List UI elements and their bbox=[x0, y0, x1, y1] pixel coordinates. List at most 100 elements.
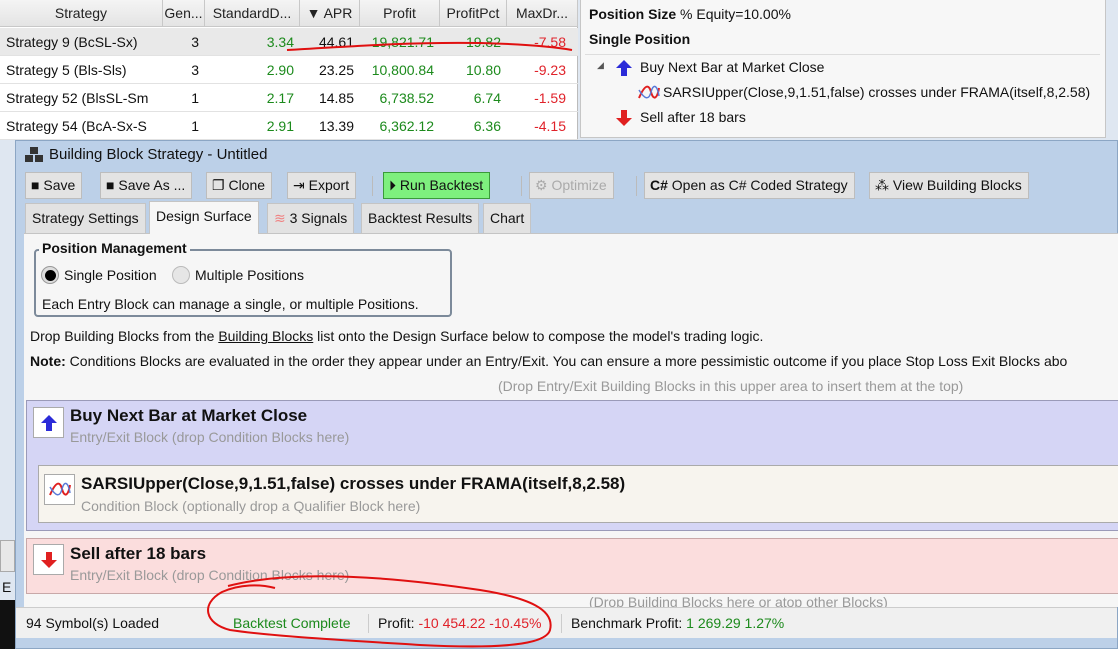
tab-design-surface[interactable]: Design Surface bbox=[149, 201, 259, 234]
strategy-summary-panel: Position Size % Equity=10.00% Single Pos… bbox=[580, 0, 1106, 138]
col-profitpct[interactable]: ProfitPct bbox=[440, 0, 507, 27]
cell-maxdd: -1.59 bbox=[534, 90, 566, 106]
tab-chart[interactable]: Chart bbox=[483, 203, 532, 234]
instructions: Drop Building Blocks from the Building B… bbox=[30, 328, 764, 344]
cell-gen: 1 bbox=[191, 90, 199, 106]
cell-gen: 3 bbox=[191, 62, 199, 78]
cell-maxdd: -4.15 bbox=[534, 118, 566, 134]
entry-block[interactable]: Buy Next Bar at Market Close Entry/Exit … bbox=[26, 400, 1118, 531]
cell-apr: 13.39 bbox=[318, 118, 354, 134]
drop-bottom-hint: (Drop Building Blocks here or atop other… bbox=[589, 594, 888, 607]
col-strategy[interactable]: Strategy bbox=[0, 0, 163, 27]
benchmark-readout: Benchmark Profit: 1 269.29 1.27% bbox=[571, 615, 785, 631]
radio-unchecked-icon bbox=[172, 266, 190, 284]
csharp-icon: C# bbox=[650, 177, 668, 193]
open-csharp-button[interactable]: C# Open as C# Coded Strategy bbox=[644, 172, 855, 199]
col-stddev[interactable]: StandardD... bbox=[205, 0, 300, 27]
export-icon: ⇥ bbox=[293, 177, 305, 193]
save-icon: ■ bbox=[31, 177, 40, 193]
background-scrollbar bbox=[0, 540, 15, 572]
cell-gen: 3 bbox=[191, 34, 199, 50]
building-block-window: Building Block Strategy - Untitled ■ Sav… bbox=[15, 140, 1118, 649]
crossover-icon bbox=[638, 85, 660, 99]
table-row[interactable]: Strategy 54 (BcA-Sx-S 1 2.91 13.39 6,362.12 6… bbox=[0, 112, 578, 140]
optimize-button[interactable]: ⚙ Optimize bbox=[529, 172, 614, 199]
radio-checked-icon bbox=[41, 266, 59, 284]
cell-std: 3.34 bbox=[266, 34, 294, 50]
cell-apr: 44.61 bbox=[318, 34, 354, 50]
collapse-icon[interactable]: ◢ bbox=[597, 60, 604, 70]
col-maxdd[interactable]: MaxDr... bbox=[507, 0, 578, 27]
exit-block[interactable]: Sell after 18 bars Entry/Exit Block (dro… bbox=[26, 538, 1118, 594]
position-hint: Each Entry Block can manage a single, or… bbox=[42, 296, 419, 312]
building-blocks-link[interactable]: Building Blocks bbox=[218, 328, 314, 344]
symbols-loaded: 94 Symbol(s) Loaded bbox=[26, 615, 160, 631]
arrow-up-icon bbox=[616, 60, 632, 76]
arrow-down-icon bbox=[33, 544, 64, 575]
tab-backtest-results[interactable]: Backtest Results bbox=[361, 203, 480, 234]
play-icon: ⏵ bbox=[389, 177, 396, 193]
exit-block-title: Sell after 18 bars bbox=[70, 544, 207, 563]
tree-exit[interactable]: Sell after 18 bars bbox=[640, 109, 746, 125]
col-profit[interactable]: Profit bbox=[360, 0, 440, 27]
cell-maxdd: -7.58 bbox=[534, 34, 566, 50]
cell-gen: 1 bbox=[191, 118, 199, 134]
col-apr[interactable]: ▼ APR bbox=[300, 0, 360, 27]
cell-profit: 10,800.84 bbox=[371, 62, 434, 78]
arrow-up-icon bbox=[33, 407, 64, 438]
single-position-radio[interactable]: Single Position bbox=[41, 266, 157, 284]
backtest-status: Backtest Complete bbox=[233, 615, 351, 631]
condition-block[interactable]: SARSIUpper(Close,9,1.51,false) crosses u… bbox=[38, 465, 1118, 523]
view-building-blocks-button[interactable]: ⁂ View Building Blocks bbox=[869, 172, 1029, 199]
cell-profit: 6,738.52 bbox=[379, 90, 435, 106]
cell-profit: 19,821.71 bbox=[371, 34, 434, 50]
multiple-positions-radio[interactable]: Multiple Positions bbox=[172, 266, 304, 284]
background-dark-area bbox=[0, 600, 15, 649]
clone-button[interactable]: ❐ Clone bbox=[206, 172, 273, 199]
cell-strategy: Strategy 54 (BcA-Sx-S bbox=[6, 118, 147, 134]
condition-block-title: SARSIUpper(Close,9,1.51,false) crosses u… bbox=[81, 474, 626, 493]
tab-strategy-settings[interactable]: Strategy Settings bbox=[25, 203, 146, 234]
condition-block-subtitle: Condition Block (optionally drop a Quali… bbox=[81, 498, 421, 514]
save-as-button[interactable]: ■ Save As ... bbox=[100, 172, 193, 199]
signal-icon: ≋ bbox=[274, 210, 286, 226]
position-management-legend: Position Management bbox=[39, 240, 190, 256]
cell-std: 2.91 bbox=[266, 118, 294, 134]
cell-strategy: Strategy 5 (Bls-Sls) bbox=[6, 62, 127, 78]
design-surface: Position Management Single Position Mult… bbox=[24, 233, 1118, 607]
drop-top-hint: (Drop Entry/Exit Building Blocks in this… bbox=[498, 378, 964, 394]
status-bar: 94 Symbol(s) Loaded Backtest Complete Pr… bbox=[16, 607, 1117, 638]
table-row[interactable]: Strategy 52 (BlsSL-Sm 1 2.17 14.85 6,738.52 6… bbox=[0, 84, 578, 112]
sort-desc-icon: ▼ bbox=[306, 5, 321, 21]
save-button[interactable]: ■ Save bbox=[25, 172, 83, 199]
tree-entry[interactable]: Buy Next Bar at Market Close bbox=[640, 59, 825, 75]
window-title: Building Block Strategy - Untitled bbox=[49, 146, 268, 163]
background-text-fragment: E bbox=[2, 579, 12, 595]
profit-readout: Profit: -10 454.22 -10.45% bbox=[378, 615, 542, 631]
cell-apr: 14.85 bbox=[318, 90, 354, 106]
run-backtest-button[interactable]: ⏵ Run Backtest bbox=[383, 172, 491, 199]
cell-apr: 23.25 bbox=[318, 62, 354, 78]
exit-block-subtitle: Entry/Exit Block (drop Condition Blocks … bbox=[70, 567, 350, 583]
save-icon: ■ bbox=[106, 177, 115, 193]
strategy-grid: Strategy Gen... StandardD... ▼ APR Profi… bbox=[0, 0, 578, 140]
col-gen[interactable]: Gen... bbox=[163, 0, 205, 27]
crossover-icon bbox=[44, 474, 75, 505]
blocks-icon bbox=[25, 147, 43, 162]
blocks-icon: ⁂ bbox=[875, 177, 889, 193]
cell-strategy: Strategy 9 (BcSL-Sx) bbox=[6, 34, 138, 50]
tree-condition[interactable]: SARSIUpper(Close,9,1.51,false) crosses u… bbox=[663, 84, 1091, 100]
cell-profit: 6,362.12 bbox=[379, 118, 435, 134]
table-row[interactable]: Strategy 5 (Bls-Sls) 3 2.90 23.25 10,800.84 1… bbox=[0, 56, 578, 84]
tab-signals[interactable]: ≋ 3 Signals bbox=[267, 203, 355, 234]
entry-block-subtitle: Entry/Exit Block (drop Condition Blocks … bbox=[70, 429, 350, 445]
position-size: Position Size % Equity=10.00% bbox=[589, 6, 791, 22]
table-row[interactable]: Strategy 9 (BcSL-Sx) 3 3.34 44.61 19,821.71 1… bbox=[0, 28, 578, 56]
cell-std: 2.17 bbox=[266, 90, 294, 106]
cell-pct: 6.74 bbox=[473, 90, 501, 106]
note: Note: Conditions Blocks are evaluated in… bbox=[30, 353, 1068, 369]
export-button[interactable]: ⇥ Export bbox=[287, 172, 357, 199]
cell-strategy: Strategy 52 (BlsSL-Sm bbox=[6, 90, 149, 106]
gears-icon: ⚙ bbox=[535, 177, 548, 193]
cell-pct: 19.82 bbox=[465, 34, 501, 50]
